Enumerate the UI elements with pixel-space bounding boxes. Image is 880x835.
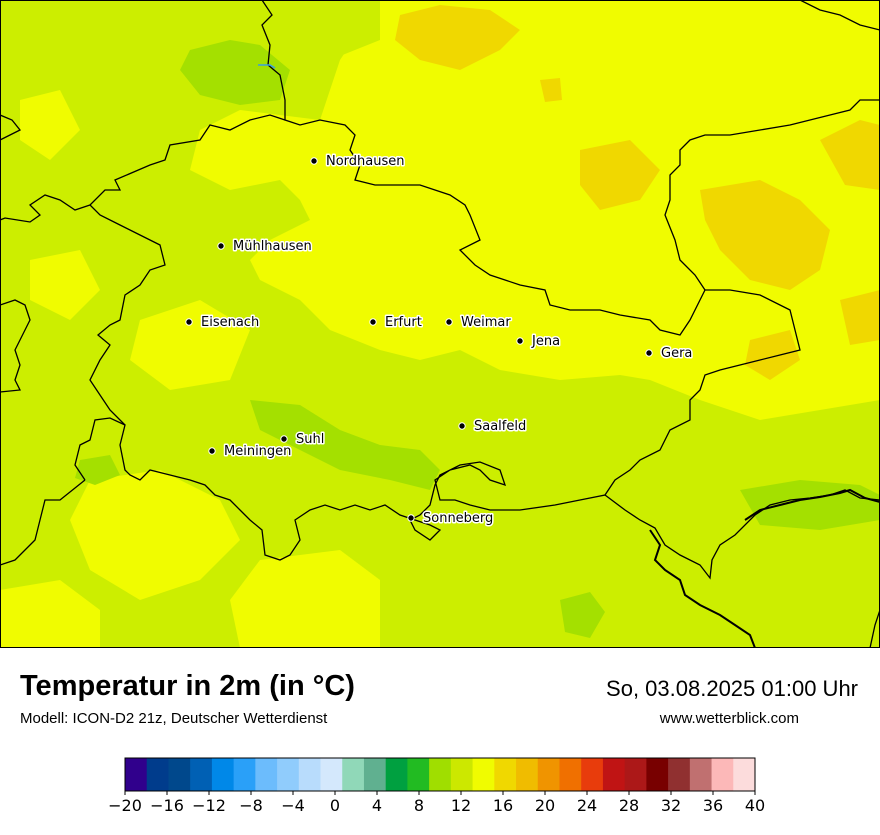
legend-tick-label-6: 4 — [372, 796, 382, 815]
legend-tick-label-8: 12 — [451, 796, 471, 815]
legend-swatch-16 — [473, 758, 495, 791]
legend-swatch-18 — [516, 758, 538, 791]
legend-tick-label-7: 8 — [414, 796, 424, 815]
city-label-5: Jena — [531, 334, 560, 349]
city-label-8: Meiningen — [224, 444, 291, 459]
legend-tick-label-13: 32 — [661, 796, 681, 815]
legend-swatch-7 — [277, 758, 299, 791]
legend-swatch-5 — [234, 758, 256, 791]
legend-swatch-26 — [690, 758, 712, 791]
city-label-7: Suhl — [296, 432, 324, 447]
legend-tick-label-0: −20 — [108, 796, 142, 815]
map-title: Temperatur in 2m (in °C) — [20, 670, 355, 703]
legend-swatch-27 — [712, 758, 734, 791]
city-label-1: Mühlhausen — [233, 239, 312, 254]
temperature-legend: −20 −16 −12 −8 −4 0 4 8 12 16 20 24 28 32 36 40 — [0, 755, 880, 830]
legend-swatch-11 — [364, 758, 386, 791]
model-source: Modell: ICON-D2 21z, Deutscher Wetterdie… — [20, 710, 327, 727]
legend-swatch-2 — [168, 758, 190, 791]
city-label-10: Sonneberg — [423, 511, 493, 526]
legend-swatch-1 — [147, 758, 169, 791]
cool-temperature-area-southeast — [740, 480, 880, 530]
city-dot-7 — [281, 436, 287, 442]
website-link[interactable]: www.wetterblick.com — [660, 710, 799, 727]
legend-swatch-3 — [190, 758, 212, 791]
city-dot-6 — [646, 350, 652, 356]
legend-tick-label-3: −8 — [239, 796, 263, 815]
city-label-2: Eisenach — [201, 315, 259, 330]
legend-swatch-15 — [451, 758, 473, 791]
legend-tick-label-1: −16 — [150, 796, 184, 815]
legend-swatch-4 — [212, 758, 234, 791]
city-dot-8 — [209, 448, 215, 454]
legend-swatch-14 — [429, 758, 451, 791]
city-dot-4 — [446, 319, 452, 325]
legend-swatch-0 — [125, 758, 147, 791]
legend-swatch-8 — [299, 758, 321, 791]
legend-tick-label-5: 0 — [330, 796, 340, 815]
legend-tick-label-14: 36 — [703, 796, 723, 815]
city-dot-0 — [311, 158, 317, 164]
legend-swatch-21 — [581, 758, 603, 791]
legend-swatch-20 — [559, 758, 581, 791]
city-dot-10 — [408, 515, 414, 521]
city-dot-2 — [186, 319, 192, 325]
legend-swatch-10 — [342, 758, 364, 791]
legend-swatch-9 — [321, 758, 343, 791]
city-label-9: Saalfeld — [474, 419, 526, 434]
legend-tick-label-10: 20 — [535, 796, 555, 815]
legend-swatch-28 — [733, 758, 755, 791]
city-dot-1 — [218, 243, 224, 249]
city-label-0: Nordhausen — [326, 154, 405, 169]
legend-tick-label-12: 28 — [619, 796, 639, 815]
legend-swatch-24 — [646, 758, 668, 791]
legend-tick-label-11: 24 — [577, 796, 597, 815]
legend-tick-label-4: −4 — [281, 796, 305, 815]
city-dot-3 — [370, 319, 376, 325]
legend-swatch-12 — [386, 758, 408, 791]
legend-tick-label-15: 40 — [745, 796, 765, 815]
legend-tick-label-9: 16 — [493, 796, 513, 815]
city-dot-9 — [459, 423, 465, 429]
legend-swatch-19 — [538, 758, 560, 791]
city-label-3: Erfurt — [385, 315, 422, 330]
legend-swatch-13 — [407, 758, 429, 791]
legend-swatch-22 — [603, 758, 625, 791]
legend-swatch-17 — [494, 758, 516, 791]
forecast-datetime: So, 03.08.2025 01:00 Uhr — [606, 676, 858, 702]
city-dot-5 — [517, 338, 523, 344]
legend-swatch-25 — [668, 758, 690, 791]
city-label-4: Weimar — [461, 315, 511, 330]
legend-swatch-6 — [255, 758, 277, 791]
city-label-6: Gera — [661, 346, 692, 361]
legend-tick-label-2: −12 — [192, 796, 226, 815]
temperature-map[interactable]: Nordhausen Mühlhausen Eisenach Erfurt Weimar… — [0, 0, 880, 648]
legend-swatch-23 — [625, 758, 647, 791]
